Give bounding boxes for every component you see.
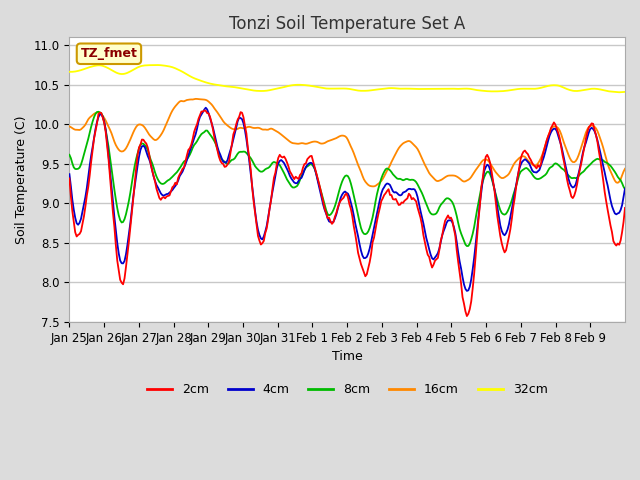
Title: Tonzi Soil Temperature Set A: Tonzi Soil Temperature Set A (229, 15, 465, 33)
Legend: 2cm, 4cm, 8cm, 16cm, 32cm: 2cm, 4cm, 8cm, 16cm, 32cm (142, 378, 552, 401)
Y-axis label: Soil Temperature (C): Soil Temperature (C) (15, 115, 28, 244)
Text: TZ_fmet: TZ_fmet (81, 47, 138, 60)
X-axis label: Time: Time (332, 350, 363, 363)
